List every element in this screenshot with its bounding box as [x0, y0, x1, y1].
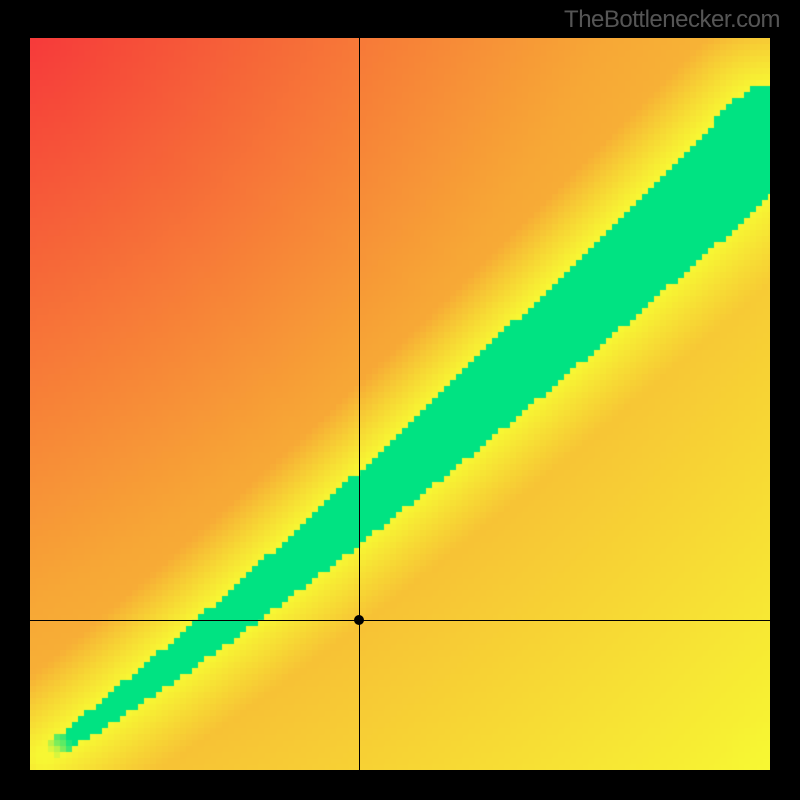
chart-container: TheBottlenecker.com: [0, 0, 800, 800]
crosshair-dot: [354, 615, 364, 625]
crosshair-vertical: [359, 38, 360, 770]
plot-frame: [30, 38, 770, 770]
watermark-text: TheBottlenecker.com: [564, 6, 780, 34]
crosshair-horizontal: [30, 620, 770, 621]
heatmap-canvas: [30, 38, 770, 770]
